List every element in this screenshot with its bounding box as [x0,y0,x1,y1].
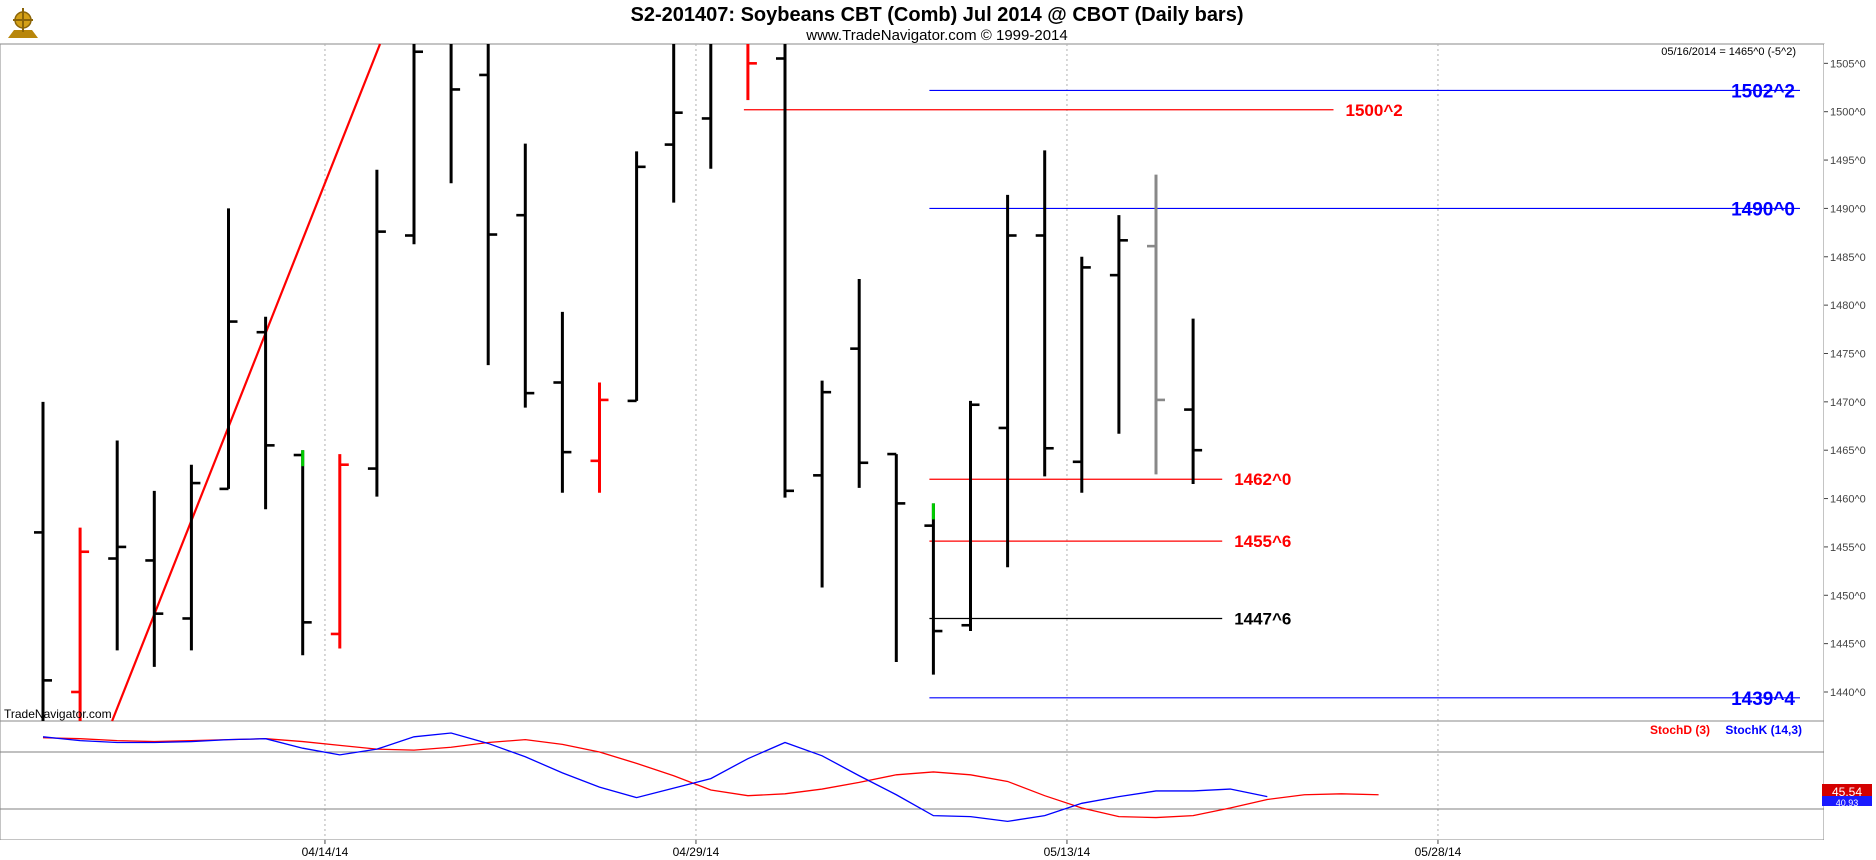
price-bars [34,44,1203,721]
price-bar-26 [998,194,1017,568]
price-bar-30 [1147,174,1165,475]
level-label-6: 1439^4 [1731,689,1795,710]
price-bar-18 [701,44,713,169]
price-bar-12 [479,44,498,366]
price-bar-5 [219,208,238,491]
price-bar-7 [293,450,312,656]
price-bar-24 [924,503,943,675]
price-tick-label-8: 1465^0 [1830,445,1866,457]
price-bar-29 [1109,215,1128,434]
price-bar-6 [256,316,275,510]
price-tick-label-10: 1455^0 [1830,542,1866,554]
price-bar-11 [449,44,461,184]
date-tick-label-2: 05/13/14 [1044,845,1091,859]
price-bar-10 [405,44,423,245]
price-tick-label-5: 1480^0 [1830,300,1866,312]
price-bar-22 [850,279,869,488]
chart-title: S2-201407: Soybeans CBT (Comb) Jul 2014 … [630,4,1243,26]
level-label-2: 1490^0 [1731,199,1795,220]
price-bar-25 [961,400,980,632]
price-tick-label-9: 1460^0 [1830,494,1866,506]
price-bar-28 [1072,256,1091,493]
price-bar-3 [145,490,164,667]
price-tick-label-12: 1445^0 [1830,639,1866,651]
price-bar-13 [516,143,535,408]
price-bar-4 [182,464,201,651]
level-label-0: 1502^2 [1731,81,1795,102]
price-bar-27 [1035,150,1054,477]
trendline-line [111,43,382,722]
level-label-5: 1447^6 [1234,609,1291,628]
date-tick-label-3: 05/28/14 [1415,845,1462,859]
price-tick-label-0: 1505^0 [1830,58,1866,70]
price-bar-8 [330,454,349,649]
price-bar-19 [746,44,757,101]
date-tick-label-1: 04/29/14 [673,845,720,859]
stoch-value: 45.54 [1832,785,1862,799]
price-bar-2 [108,440,127,651]
stochastic-lines [42,732,1379,823]
price-levels: 1502^2 1500^2 1490^0 1462^0 1455^6 1447^6 1439… [743,81,1800,710]
price-bar-0 [34,401,52,721]
price-tick-label-2: 1495^0 [1830,155,1866,167]
price-axis-labels: 1505^0 1500^0 1495^0 1490^0 1485^0 1480^0 1475… [1824,58,1866,699]
price-tick-label-4: 1485^0 [1830,252,1866,264]
price-bar-15 [590,382,609,493]
price-bar-9 [367,169,386,497]
stoch-series-1 [42,732,1268,823]
trendline [111,43,382,722]
price-bar-14 [553,311,572,493]
price-bar-1 [71,527,90,721]
stochastic-panel [0,720,1825,841]
price-tick-label-7: 1470^0 [1830,397,1866,409]
price-bar-31 [1184,318,1203,485]
price-bar-23 [887,452,906,663]
price-bar-17 [664,44,683,203]
level-label-4: 1455^6 [1234,532,1291,551]
date-axis [0,840,1876,860]
date-axis-labels: 04/14/14 04/29/14 05/13/14 05/28/14 [302,840,1462,859]
price-tick-label-11: 1450^0 [1830,590,1866,602]
price-bar-21 [813,380,832,588]
price-tick-label-1: 1500^0 [1830,107,1866,119]
price-bar-16 [627,151,646,403]
level-label-3: 1462^0 [1234,470,1291,489]
level-label-1: 1500^2 [1346,101,1403,120]
legend-stochk: StochK (14,3) [1725,723,1802,737]
legend-stochd: StochD (3) [1650,723,1710,737]
app-logo [8,8,38,38]
chart-subtitle: www.TradeNavigator.com © 1999-2014 [805,27,1067,44]
price-tick-label-6: 1475^0 [1830,348,1866,360]
stoch-value-sub: 40.93 [1836,798,1859,808]
stoch-value-badge: 45.54 40.93 [1822,784,1872,808]
price-tick-label-3: 1490^0 [1830,203,1866,215]
date-tick-label-0: 04/14/14 [302,845,349,859]
last-price-info: 05/16/2014 = 1465^0 (-5^2) [1661,46,1796,58]
price-axis [1824,44,1876,840]
price-panel [0,43,1825,722]
grid [0,44,1824,840]
price-bar-20 [776,44,794,498]
price-tick-label-13: 1440^0 [1830,687,1866,699]
watermark: TradeNavigator.com [4,707,112,721]
